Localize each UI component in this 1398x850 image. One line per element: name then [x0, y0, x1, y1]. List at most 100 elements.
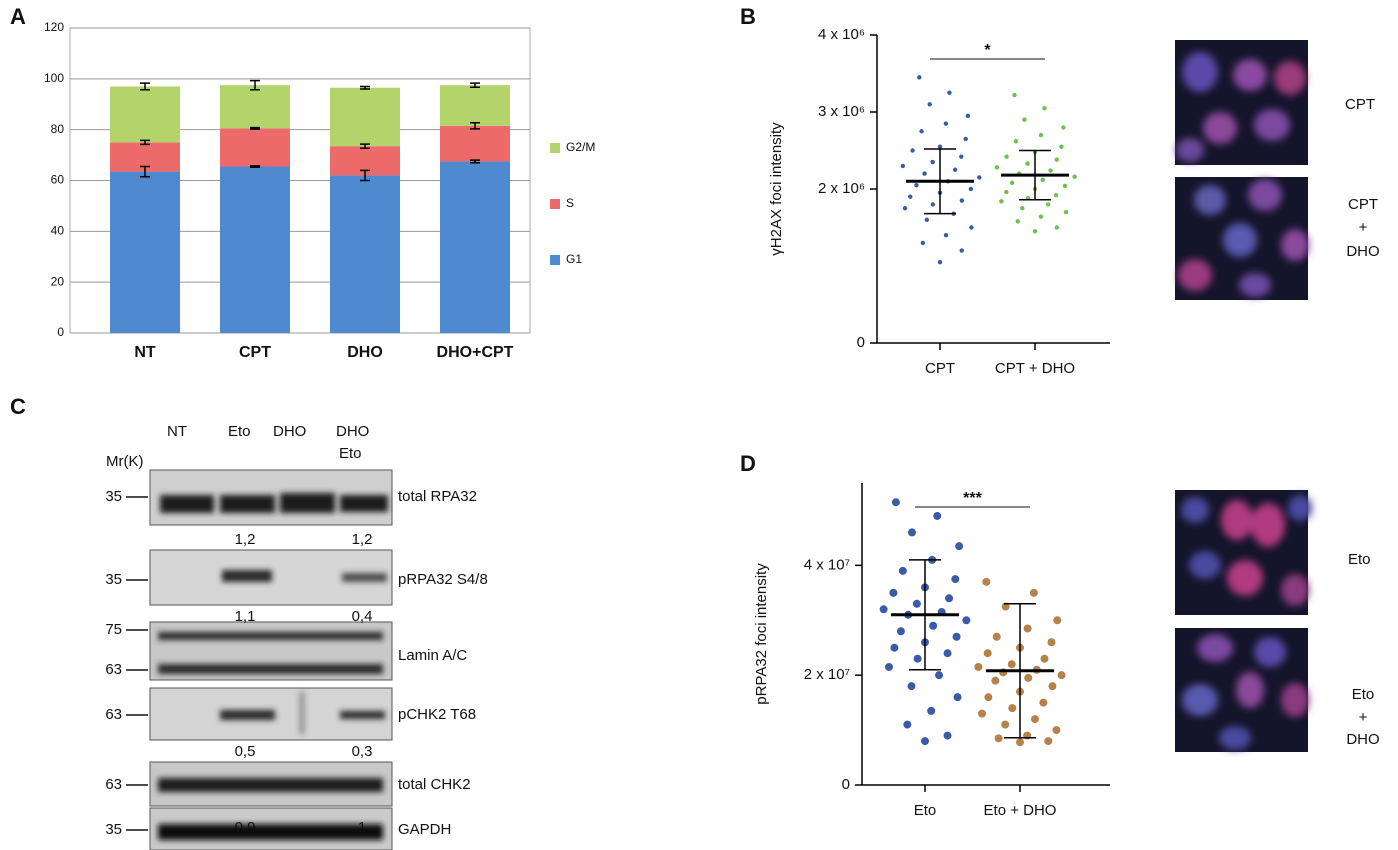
mw-label: 63: [105, 706, 122, 723]
panel-label: D: [740, 451, 756, 476]
data-point: [933, 511, 942, 520]
row-label: pCHK2 T68: [398, 706, 476, 723]
panel-label: A: [10, 4, 26, 29]
data-point: [907, 528, 916, 537]
y-tick-label: 4 x 10⁶: [818, 26, 865, 43]
quant-label: 0,9: [235, 819, 256, 836]
mw-label: 63: [105, 661, 122, 678]
y-tick-label: 0: [842, 776, 850, 793]
data-point: [983, 649, 992, 658]
significance-label: *: [984, 42, 991, 59]
data-point: [978, 709, 987, 718]
mw-label: 35: [105, 571, 122, 588]
y-tick-label: 40: [51, 224, 65, 238]
panel-label: C: [10, 394, 26, 419]
data-point: [920, 240, 926, 246]
image-label: CPT: [1345, 96, 1375, 113]
data-point: [1024, 673, 1033, 682]
data-point: [1057, 671, 1066, 680]
data-point: [898, 566, 907, 575]
lane-label: NT: [167, 423, 187, 440]
data-point: [1072, 174, 1077, 179]
data-point: [959, 154, 964, 159]
data-point: [1054, 225, 1060, 230]
data-point: [896, 627, 905, 636]
error-bar: [250, 79, 260, 91]
image-label: Eto: [1352, 686, 1375, 703]
data-point: [943, 233, 949, 238]
data-point: [1016, 738, 1024, 747]
data-point: [890, 643, 899, 652]
bar-segment: [110, 171, 180, 333]
legend-swatch: [550, 255, 560, 265]
quant-label: 0,4: [352, 608, 373, 625]
image-label: DHO: [1346, 243, 1379, 260]
bar-segment: [440, 125, 510, 162]
data-point: [1004, 189, 1009, 195]
image-label: CPT: [1348, 196, 1378, 213]
error-bar: [360, 169, 370, 182]
y-tick-label: 0: [857, 334, 865, 351]
y-axis-label: pRPA32 foci intensity: [753, 563, 770, 705]
y-axis-label: γH2AX foci intensity: [768, 122, 785, 256]
data-point: [908, 194, 913, 199]
data-point: [945, 594, 954, 603]
data-point: [917, 75, 922, 80]
data-point: [1023, 624, 1032, 633]
data-point: [1040, 177, 1045, 182]
y-tick-label: 3 x 10⁶: [818, 103, 865, 120]
data-point: [1053, 192, 1059, 198]
data-point: [937, 144, 943, 149]
y-tick-label: 100: [44, 71, 64, 85]
image-label: +: [1359, 219, 1368, 236]
data-point: [1048, 168, 1053, 173]
error-bar: [250, 165, 260, 169]
data-point: [1059, 144, 1064, 149]
data-point: [959, 248, 964, 253]
data-point: [952, 167, 958, 172]
mw-label: 75: [105, 621, 122, 638]
data-point: [955, 542, 964, 551]
data-point: [935, 671, 944, 680]
data-point: [951, 575, 960, 584]
data-point: [1004, 154, 1009, 159]
bar-segment: [220, 166, 290, 333]
x-tick-label: DHO: [347, 344, 383, 361]
data-point: [1053, 616, 1062, 625]
y-tick-label: 20: [51, 274, 65, 288]
data-point: [1062, 183, 1068, 189]
data-point: [963, 136, 968, 142]
legend-label: S: [566, 196, 574, 210]
data-point: [927, 706, 936, 715]
y-tick-label: 120: [44, 20, 64, 34]
data-point: [937, 259, 943, 265]
data-point: [992, 632, 1001, 641]
bar-segment: [220, 128, 290, 167]
data-point: [982, 577, 991, 586]
data-point: [1047, 638, 1056, 647]
data-point: [919, 129, 924, 134]
data-point: [959, 198, 965, 203]
data-point: [1022, 117, 1027, 122]
data-point: [930, 202, 936, 207]
x-tick-label: NT: [134, 344, 156, 361]
x-tick-label: DHO+CPT: [437, 344, 514, 361]
y-tick-label: 4 x 10⁷: [804, 556, 850, 573]
quant-label: 0,5: [235, 743, 256, 760]
data-point: [969, 225, 974, 230]
data-point: [1061, 125, 1066, 130]
data-point: [943, 121, 949, 126]
bar-segment: [330, 87, 400, 147]
data-point: [1008, 704, 1017, 713]
y-tick-label: 60: [51, 173, 65, 187]
western-blot: NT Eto DHO DHO Eto Mr(K) total RPA32 pRP…: [105, 423, 488, 850]
image-label: +: [1359, 709, 1368, 726]
data-point: [1015, 219, 1020, 224]
data-point: [947, 90, 952, 95]
data-point: [943, 649, 952, 658]
data-point: [1038, 214, 1044, 219]
data-point: [984, 693, 993, 702]
data-point: [907, 682, 916, 691]
data-point: [1044, 737, 1053, 746]
data-point: [927, 102, 932, 107]
